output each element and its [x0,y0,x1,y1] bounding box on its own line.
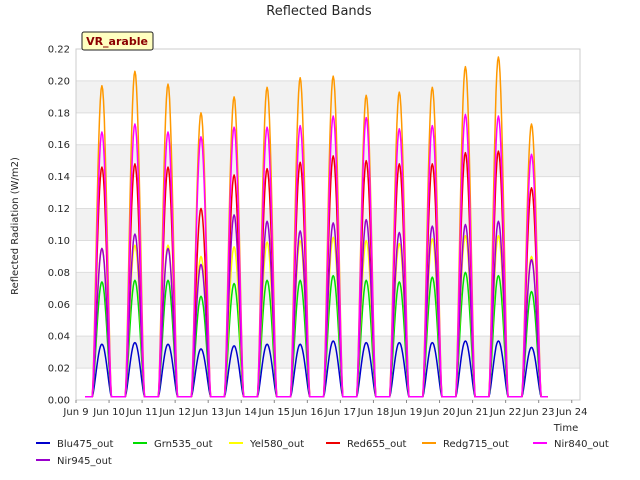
x-tick-label: Jun 10 [92,407,125,418]
y-tick-label: 0.10 [48,236,70,247]
legend-label: Yel580_out [249,439,304,450]
plot-band [76,49,580,81]
series-line-nir840_out [85,113,548,398]
legend-label: Blu475_out [57,439,114,450]
x-axis-label: Time [553,423,578,434]
x-tick-label: Jun 17 [324,407,357,418]
x-tick-label: Jun 24 [555,407,588,418]
y-tick-label: 0.18 [48,108,70,119]
legend-label: Nir945_out [57,456,112,467]
y-tick-label: 0.06 [48,300,70,311]
y-tick-label: 0.20 [48,76,70,87]
legend-label: Red655_out [347,439,407,450]
x-tick-label: Jun 13 [191,407,224,418]
plot-band [76,80,580,113]
x-tick-label: Jun 14 [224,407,257,418]
y-tick-label: 0.08 [48,268,70,279]
x-tick-label: Jun 18 [357,407,390,418]
x-tick-label: Jun 21 [456,407,489,418]
x-tick-label: Jun 20 [423,407,456,418]
y-tick-label: 0.16 [48,140,70,151]
legend-label: Grn535_out [154,439,213,450]
y-tick-label: 0.00 [48,396,70,407]
legend-label: Redg715_out [443,439,509,450]
x-tick-label: Jun 23 [522,407,555,418]
legend: Blu475_out Grn535_out Yel580_out Red655_out… [36,439,609,467]
y-tick-label: 0.12 [48,204,70,215]
x-tick-label: Jun 22 [489,407,522,418]
x-tick-label: Jun 16 [291,407,324,418]
x-tick-label: Jun 11 [125,407,158,418]
plot-band [76,144,580,177]
y-axis-ticks: 0.00 0.02 0.04 0.06 0.08 0.10 0.12 0.14 0.16 0.18… [48,45,70,407]
x-tick-label: Jun 9 [62,407,88,418]
plot-frame [75,48,581,401]
y-tick-label: 0.04 [48,332,70,343]
site-badge: VR_arable [81,31,154,51]
x-tick-label: Jun 15 [258,407,291,418]
site-badge-label: VR_arable [86,35,148,48]
x-tick-label: Jun 19 [390,407,423,418]
series-layer [85,56,548,398]
y-tick-label: 0.02 [48,364,70,375]
y-tick-label: 0.22 [48,45,70,56]
chart-title: Reflected Bands [266,4,372,19]
x-tick-label: Jun 12 [158,407,191,418]
plot-band [76,112,580,145]
x-axis-ticks: Jun 9 Jun 10 Jun 11 Jun 12 Jun 13 Jun 14 Jun 1… [62,400,588,418]
y-axis-label: Reflected Radiation (W/m2) [10,157,21,295]
legend-label: Nir840_out [554,439,609,450]
y-tick-label: 0.14 [48,172,70,183]
